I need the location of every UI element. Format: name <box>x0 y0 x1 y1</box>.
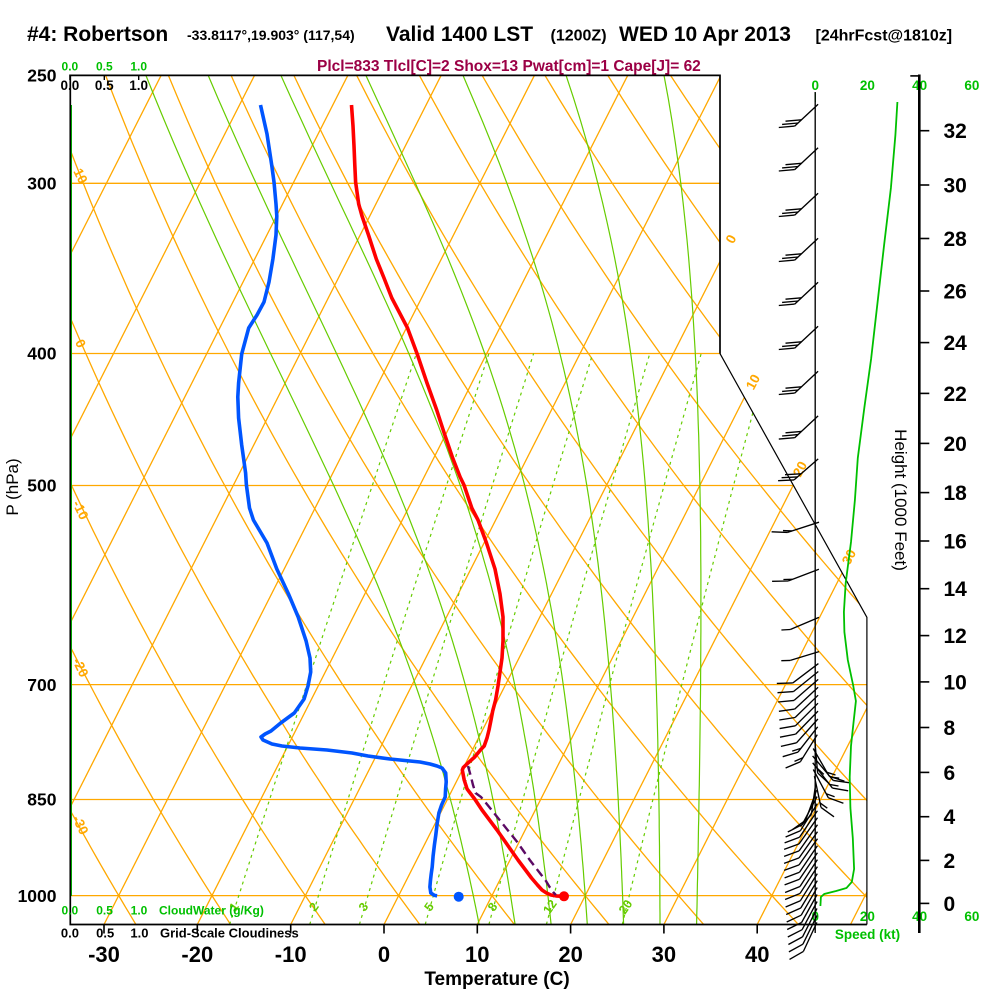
svg-text:12: 12 <box>944 625 967 648</box>
svg-text:20: 20 <box>558 942 582 967</box>
svg-text:0.0: 0.0 <box>61 926 79 941</box>
svg-text:14: 14 <box>944 578 968 601</box>
svg-text:0.5: 0.5 <box>96 60 113 74</box>
svg-text:-10: -10 <box>275 942 307 967</box>
svg-text:WED 10 Apr 2013: WED 10 Apr 2013 <box>619 23 791 46</box>
svg-text:20: 20 <box>860 78 875 93</box>
svg-text:20: 20 <box>944 433 967 456</box>
svg-text:26: 26 <box>944 281 967 304</box>
svg-text:0.0: 0.0 <box>62 904 79 918</box>
svg-text:30: 30 <box>652 942 676 967</box>
svg-text:60: 60 <box>964 78 979 93</box>
svg-text:8: 8 <box>944 717 956 740</box>
svg-text:20: 20 <box>860 909 875 924</box>
svg-text:0.0: 0.0 <box>62 60 79 74</box>
svg-text:-30: -30 <box>88 942 120 967</box>
svg-text:Height (1000 Feet): Height (1000 Feet) <box>891 429 910 571</box>
svg-text:0: 0 <box>811 78 819 93</box>
svg-text:30: 30 <box>944 175 967 198</box>
svg-text:-20: -20 <box>181 942 213 967</box>
svg-text:0.5: 0.5 <box>96 926 114 941</box>
svg-text:0.5: 0.5 <box>96 904 113 918</box>
svg-text:300: 300 <box>27 174 56 194</box>
svg-text:24: 24 <box>944 332 968 355</box>
svg-text:1.0: 1.0 <box>130 926 148 941</box>
svg-text:4: 4 <box>944 806 956 829</box>
svg-text:[24hrFcst@1810z]: [24hrFcst@1810z] <box>816 28 953 45</box>
svg-text:Grid-Scale Cloudiness: Grid-Scale Cloudiness <box>160 926 299 941</box>
svg-text:1.0: 1.0 <box>131 904 148 918</box>
svg-text:10: 10 <box>743 372 763 392</box>
svg-text:22: 22 <box>944 383 967 406</box>
svg-text:-33.8117°,19.903° (117,54): -33.8117°,19.903° (117,54) <box>187 27 355 43</box>
svg-text:60: 60 <box>964 909 979 924</box>
svg-text:20: 20 <box>616 897 635 916</box>
svg-text:250: 250 <box>27 66 56 86</box>
svg-text:Valid 1400 LST: Valid 1400 LST <box>386 23 533 46</box>
svg-text:0.5: 0.5 <box>95 78 114 93</box>
svg-text:28: 28 <box>944 228 968 251</box>
svg-text:1000: 1000 <box>18 886 57 906</box>
svg-text:Speed (kt): Speed (kt) <box>835 927 900 942</box>
svg-text:Temperature (C): Temperature (C) <box>424 969 569 990</box>
svg-text:32: 32 <box>944 120 967 143</box>
svg-text:#4: Robertson: #4: Robertson <box>27 23 168 46</box>
svg-text:6: 6 <box>944 762 956 785</box>
svg-text:400: 400 <box>27 344 56 364</box>
svg-text:500: 500 <box>27 476 56 496</box>
svg-text:10: 10 <box>465 942 489 967</box>
svg-text:40: 40 <box>745 942 769 967</box>
svg-text:16: 16 <box>944 531 967 554</box>
svg-text:2: 2 <box>944 850 956 873</box>
svg-text:850: 850 <box>27 790 56 810</box>
svg-text:0: 0 <box>944 893 956 916</box>
svg-text:12: 12 <box>540 897 559 916</box>
svg-text:10: 10 <box>70 166 90 186</box>
svg-text:0.0: 0.0 <box>61 78 80 93</box>
svg-text:1.0: 1.0 <box>130 60 147 74</box>
svg-text:P (hPa): P (hPa) <box>3 458 22 515</box>
svg-text:1.0: 1.0 <box>129 78 148 93</box>
svg-text:Plcl=833 Tlcl[C]=2 Shox=13 Pwa: Plcl=833 Tlcl[C]=2 Shox=13 Pwat[cm]=1 Ca… <box>317 58 701 75</box>
svg-text:(1200Z): (1200Z) <box>551 28 607 45</box>
svg-text:10: 10 <box>944 671 967 694</box>
svg-text:18: 18 <box>944 482 968 505</box>
svg-text:CloudWater (g/Kg): CloudWater (g/Kg) <box>159 904 264 918</box>
svg-text:0: 0 <box>378 942 390 967</box>
svg-text:700: 700 <box>27 675 56 695</box>
